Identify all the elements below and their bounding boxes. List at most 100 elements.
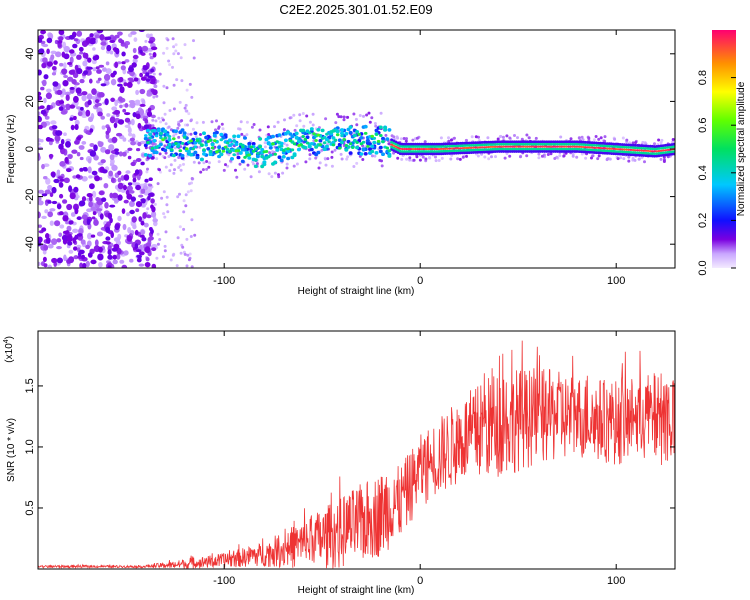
x-tick-label: 100 xyxy=(607,275,625,287)
spectrogram-cell xyxy=(156,182,160,186)
spectrogram-cell xyxy=(207,165,211,169)
snr-x-label: Height of straight line (km) xyxy=(298,585,415,596)
spectrogram-cell xyxy=(124,103,129,108)
spectrogram-cell xyxy=(564,149,568,153)
spectrogram-cell xyxy=(579,140,583,144)
spectrogram-cell xyxy=(152,52,157,58)
spectrogram-cell xyxy=(156,242,160,246)
spectrogram-cell xyxy=(385,146,390,150)
spectrogram-cell xyxy=(67,76,74,82)
spectrogram-cell xyxy=(250,125,254,129)
spectrogram-cell xyxy=(610,142,613,146)
spectrogram-cell xyxy=(560,149,564,153)
spectrogram-cell xyxy=(478,146,482,149)
svg-text:(x104): (x104) xyxy=(3,336,15,363)
spectrogram-cell xyxy=(365,141,370,145)
spectrogram-cell xyxy=(144,246,151,254)
spectrogram-cell xyxy=(158,131,163,136)
spectrogram-cell xyxy=(59,178,65,182)
spectrogram-cell xyxy=(243,167,247,171)
spectrogram-cell xyxy=(137,122,142,129)
spectrogram-cell xyxy=(404,139,408,143)
spectrogram-cell xyxy=(89,78,93,84)
spectrogram-cell xyxy=(476,141,480,145)
spectrogram-cell xyxy=(571,142,575,146)
spectrogram-cell xyxy=(38,115,41,121)
spectrogram-cell xyxy=(130,196,136,202)
spectrogram-cell xyxy=(452,147,456,150)
spectrogram-cell xyxy=(340,157,344,161)
spectrogram-cell xyxy=(337,115,341,119)
spectrogram-cell xyxy=(642,144,646,148)
x-tick-label: 0 xyxy=(417,575,423,587)
spectrogram-cell xyxy=(38,37,43,43)
spectrogram-cell xyxy=(110,97,115,103)
spectrogram-cell xyxy=(155,94,159,98)
spectrogram-cell xyxy=(89,128,94,133)
spectrogram-cell xyxy=(418,142,422,146)
spectrogram-cell xyxy=(528,149,532,153)
spectrogram-cell xyxy=(123,82,128,87)
spectrogram-cell xyxy=(76,68,83,75)
spectrogram-cell xyxy=(63,62,67,69)
spectrogram-cell xyxy=(202,161,206,165)
spectrogram-cell xyxy=(538,149,542,153)
spectrogram-cell xyxy=(543,147,547,151)
spectrogram-cell xyxy=(629,146,633,149)
spectrogram-cell xyxy=(627,146,631,149)
spectrogram-cell xyxy=(378,145,383,150)
spectrogram-cell xyxy=(288,116,292,120)
spectrogram-cell xyxy=(500,142,503,146)
spectrogram-cell xyxy=(491,145,495,148)
spectrogram-cell xyxy=(277,145,282,149)
spectrogram-cell xyxy=(58,30,65,36)
spectrogram-cell xyxy=(515,140,519,144)
spectrogram-cell xyxy=(147,107,152,113)
spectrogram-cell xyxy=(521,140,525,144)
spectrogram-cell xyxy=(154,61,158,65)
spectrogram-cell xyxy=(152,89,158,96)
spectrogram-cell xyxy=(82,60,88,67)
spectrogram-cell xyxy=(81,91,88,96)
spectrogram-cell xyxy=(558,154,562,158)
spectrogram-cell xyxy=(167,135,172,138)
spectrogram-cell xyxy=(525,145,529,148)
spectrogram-cell xyxy=(605,157,609,161)
spectrogram-cell xyxy=(247,141,252,146)
spectrogram-cell xyxy=(405,157,409,161)
spectrogram-cell xyxy=(402,137,406,140)
spectrogram-cell xyxy=(258,137,263,141)
spectrogram-cell xyxy=(348,125,353,129)
spectrogram-cell xyxy=(534,136,538,140)
spectrogram-cell xyxy=(195,155,200,160)
spectrogram-cell xyxy=(292,153,297,157)
spectrogram-cell xyxy=(192,39,195,43)
spectrogram-cell xyxy=(629,153,633,157)
spectrogram-cell xyxy=(133,77,139,82)
spectrogram-cell xyxy=(46,61,54,67)
spectrogram-cell xyxy=(400,148,404,150)
spectrogram-cell xyxy=(309,127,314,131)
spectrogram-cell xyxy=(172,107,176,111)
spectrogram-cell xyxy=(210,142,215,147)
spectrogram-cell xyxy=(163,144,167,148)
spectrogram-cell xyxy=(146,128,150,133)
spectrogram-cell xyxy=(547,140,551,144)
spectrogram-cell xyxy=(560,145,564,148)
spectrogram-cell xyxy=(295,124,299,128)
spectrogram-cell xyxy=(359,142,364,146)
spectrogram-cell xyxy=(575,147,579,151)
snr-y-scale-exponent: 4 xyxy=(3,339,10,343)
spectrogram-cell xyxy=(127,155,132,160)
spectrogram-cell xyxy=(305,141,310,145)
spectrogram-cell xyxy=(558,149,562,153)
spectrogram-cell xyxy=(239,120,243,124)
spectrogram-cell xyxy=(633,149,637,152)
spectrogram-cell xyxy=(123,174,130,181)
spectrogram-cell xyxy=(399,137,403,141)
spectrogram-cell xyxy=(150,114,156,119)
spectrogram-cell xyxy=(74,207,79,215)
spectrogram-cell xyxy=(307,144,312,149)
spectrogram-cell xyxy=(672,150,675,153)
snr-y-label: SNR (10 * v/v) xyxy=(6,418,17,482)
